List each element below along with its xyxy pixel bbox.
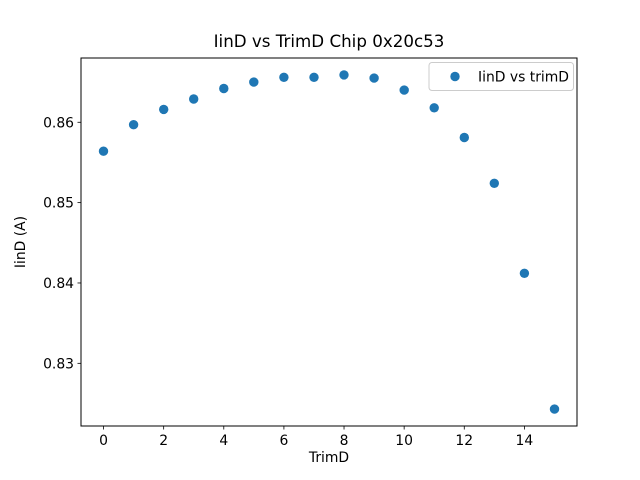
scatter-point xyxy=(249,77,259,87)
scatter-point xyxy=(549,404,560,414)
scatter-point xyxy=(489,178,499,188)
legend-marker-icon xyxy=(450,71,460,82)
x-tick-label: 10 xyxy=(395,433,413,449)
chart-title: IinD vs TrimD Chip 0x20c53 xyxy=(214,31,445,51)
x-tick-label: 2 xyxy=(159,433,168,449)
plot-area-border xyxy=(80,57,578,427)
scatter-point xyxy=(429,103,439,113)
x-tick-label: 4 xyxy=(219,433,228,449)
scatter-point xyxy=(219,83,229,94)
scatter-point xyxy=(189,94,199,104)
x-tick-label: 8 xyxy=(340,433,349,449)
legend: IinD vs trimD xyxy=(428,62,574,91)
legend-label: IinD vs trimD xyxy=(478,70,569,86)
scatter-point xyxy=(128,120,139,130)
x-tick-label: 6 xyxy=(279,433,288,449)
scatter-point xyxy=(519,268,530,278)
scatter-point xyxy=(98,146,109,156)
x-axis-label: TrimD xyxy=(308,450,349,466)
x-tick-label: 0 xyxy=(99,433,108,449)
y-axis: 0.83 0.84 0.85 0.86 xyxy=(43,115,81,372)
y-tick-label: 0.83 xyxy=(43,356,74,372)
y-tick-label: 0.85 xyxy=(43,196,74,212)
scatter-point xyxy=(279,72,289,83)
y-axis-label: IinD (A) xyxy=(13,216,29,268)
x-tick-label: 12 xyxy=(455,433,473,449)
x-tick-label: 14 xyxy=(516,433,534,449)
legend-frame xyxy=(428,62,574,91)
y-tick-label: 0.86 xyxy=(43,115,74,131)
y-tick-label: 0.84 xyxy=(43,276,74,292)
scatter-point xyxy=(339,70,349,80)
scatter-point xyxy=(459,132,469,143)
scatter-series xyxy=(98,70,560,414)
x-axis: 0 2 4 6 8 10 12 14 xyxy=(99,426,533,449)
scatter-point xyxy=(159,104,169,115)
scatter-point xyxy=(309,72,319,83)
scatter-point xyxy=(369,73,379,83)
scatter-point xyxy=(399,85,409,95)
